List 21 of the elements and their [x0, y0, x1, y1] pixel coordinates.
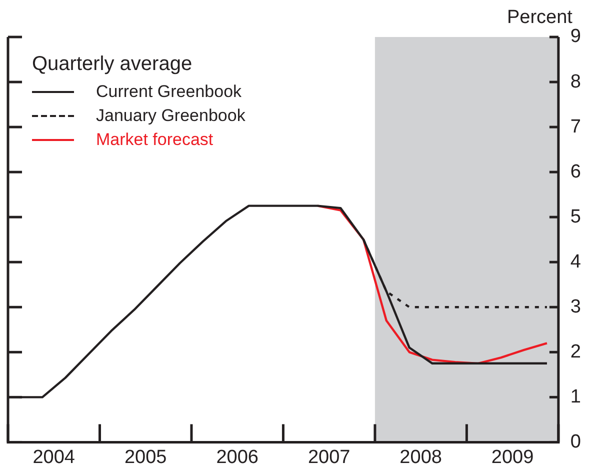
- legend-label: Market forecast: [96, 130, 214, 150]
- x-tick-label: 2005: [124, 446, 167, 468]
- y-tick-label: 1: [570, 386, 582, 408]
- y-tick-label: 5: [570, 206, 582, 228]
- y-axis-title: Percent: [506, 7, 572, 28]
- legend-title: Quarterly average: [32, 53, 194, 76]
- y-tick-label: 3: [570, 296, 582, 318]
- y-tick-label: 9: [570, 26, 582, 48]
- y-tick-label: 2: [570, 341, 582, 362]
- legend-label: January Greenbook: [96, 106, 246, 126]
- y-tick-label: 4: [570, 251, 582, 272]
- legend-label: Current Greenbook: [96, 82, 242, 102]
- y-tick-label: 6: [570, 161, 582, 182]
- y-tick-label: 7: [570, 116, 582, 138]
- y-tick-label: 8: [570, 71, 582, 92]
- x-tick-label: 2006: [216, 446, 258, 468]
- x-tick-label: 2007: [308, 446, 350, 468]
- x-tick-label: 2009: [491, 446, 534, 468]
- y-tick-label: 0: [570, 431, 582, 452]
- x-tick-label: 2008: [400, 446, 442, 468]
- x-tick-label: 2004: [32, 446, 76, 468]
